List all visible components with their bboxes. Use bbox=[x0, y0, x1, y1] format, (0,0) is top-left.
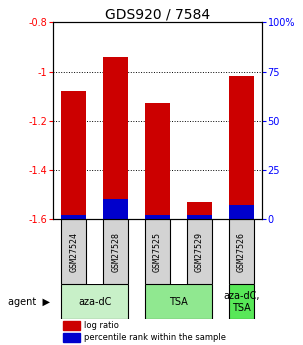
Bar bbox=[145, 104, 170, 219]
Bar bbox=[229, 77, 254, 219]
Text: TSA: TSA bbox=[169, 297, 188, 307]
Bar bbox=[187, 215, 212, 219]
Bar bbox=[229, 219, 254, 284]
Text: aza-dC: aza-dC bbox=[78, 297, 112, 307]
Bar bbox=[187, 202, 212, 219]
Bar bbox=[103, 199, 128, 219]
Bar bbox=[62, 284, 128, 319]
Text: agent  ▶: agent ▶ bbox=[8, 297, 50, 307]
Bar bbox=[62, 91, 86, 219]
Text: log ratio: log ratio bbox=[84, 321, 119, 330]
Bar bbox=[64, 333, 80, 342]
Bar bbox=[229, 284, 254, 319]
Bar bbox=[145, 284, 212, 319]
Text: GSM27529: GSM27529 bbox=[195, 231, 204, 272]
Bar bbox=[187, 219, 212, 284]
Bar bbox=[103, 219, 128, 284]
Bar bbox=[103, 57, 128, 219]
Bar bbox=[62, 215, 86, 219]
Text: GSM27525: GSM27525 bbox=[153, 231, 162, 272]
Title: GDS920 / 7584: GDS920 / 7584 bbox=[105, 7, 210, 21]
Bar bbox=[62, 219, 86, 284]
Bar bbox=[64, 321, 80, 330]
Text: GSM27524: GSM27524 bbox=[69, 231, 78, 272]
Bar bbox=[229, 205, 254, 219]
Bar bbox=[145, 219, 170, 284]
Bar bbox=[145, 215, 170, 219]
Text: percentile rank within the sample: percentile rank within the sample bbox=[84, 333, 226, 342]
Text: GSM27528: GSM27528 bbox=[111, 231, 120, 272]
Text: aza-dC,
TSA: aza-dC, TSA bbox=[223, 291, 259, 313]
Text: GSM27526: GSM27526 bbox=[237, 231, 246, 272]
